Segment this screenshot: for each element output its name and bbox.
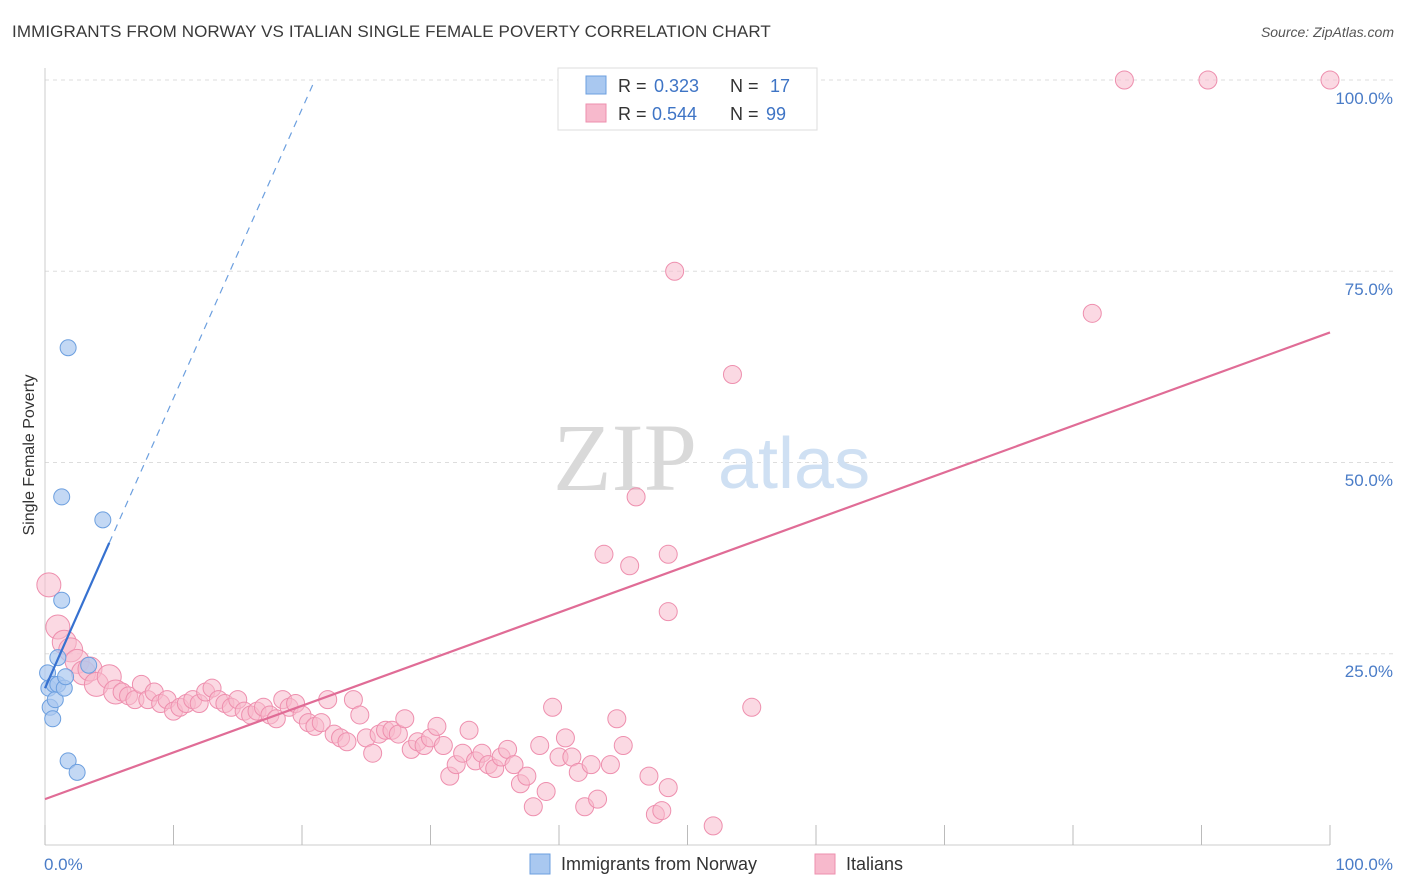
italian-point <box>588 789 608 809</box>
legend-norway-n-value: 17 <box>770 76 790 96</box>
x-tick-label-100: 100.0% <box>1335 855 1393 874</box>
norway-point <box>94 511 112 529</box>
watermark-zip: ZIP <box>553 404 697 511</box>
italian-point <box>703 816 723 836</box>
legend-italian-n-label: N = <box>730 104 759 124</box>
italian-point <box>350 705 370 725</box>
italian-point <box>523 797 543 817</box>
italian-point <box>36 572 62 598</box>
italian-point <box>311 713 331 733</box>
legend-swatch-italian <box>585 103 607 123</box>
italian-point <box>504 755 524 775</box>
norway-point <box>68 763 86 781</box>
italian-point <box>722 365 742 385</box>
italian-point <box>665 261 685 281</box>
norway-point <box>80 656 98 674</box>
legend-norway-r-label: R = <box>618 76 647 96</box>
norway-point <box>53 488 71 506</box>
italian-point <box>1082 303 1102 323</box>
italian-point <box>581 755 601 775</box>
italian-point <box>555 728 575 748</box>
italian-point <box>395 709 415 729</box>
norway-points <box>39 339 112 781</box>
bottom-legend-norway-label: Immigrants from Norway <box>561 854 757 874</box>
norway-point <box>59 752 77 770</box>
legend-swatch-norway <box>585 75 607 95</box>
italian-point <box>1198 70 1218 90</box>
italian-point <box>459 720 479 740</box>
gridlines <box>45 79 1395 655</box>
norway-trendline <box>43 542 111 689</box>
bottom-legend: Immigrants from Norway Italians <box>529 853 903 875</box>
italian-point <box>658 602 678 622</box>
italian-point <box>536 781 556 801</box>
chart-title: IMMIGRANTS FROM NORWAY VS ITALIAN SINGLE… <box>12 22 771 41</box>
norway-point <box>59 339 77 357</box>
italian-point <box>658 778 678 798</box>
italian-point <box>1320 70 1340 90</box>
italian-point <box>427 716 447 736</box>
norway-point <box>44 710 62 728</box>
italian-point <box>607 709 627 729</box>
italian-point <box>594 544 614 564</box>
italian-point <box>639 766 659 786</box>
italian-point <box>620 556 640 576</box>
italian-point <box>600 755 620 775</box>
legend-italian-n-value: 99 <box>766 104 786 124</box>
bottom-legend-swatch-norway <box>529 853 551 875</box>
legend: R = 0.323 N = 17 R = 0.544 N = 99 <box>557 67 818 131</box>
italian-point <box>613 736 633 756</box>
source-label: Source: ZipAtlas.com <box>1260 24 1394 40</box>
italian-point <box>626 487 646 507</box>
norway-point <box>53 591 71 609</box>
y-tick-label-100: 100.0% <box>1335 89 1393 108</box>
legend-norway-r-value: 0.323 <box>654 76 699 96</box>
italian-point <box>363 743 383 763</box>
watermark: ZIP atlas <box>553 404 870 511</box>
trendlines <box>43 79 1331 801</box>
italian-trendline <box>44 331 1331 801</box>
y-tick-label-50: 50.0% <box>1345 471 1393 490</box>
legend-italian-r-label: R = <box>618 104 647 124</box>
norway-trendline-extension <box>108 79 316 544</box>
italian-point <box>517 766 537 786</box>
italian-point <box>658 544 678 564</box>
bottom-legend-swatch-italian <box>814 853 836 875</box>
watermark-atlas: atlas <box>718 424 870 504</box>
y-tick-label-75: 75.0% <box>1345 280 1393 299</box>
italian-point <box>543 697 563 717</box>
italian-point <box>1114 70 1134 90</box>
italian-point <box>433 736 453 756</box>
legend-norway-n-label: N = <box>730 76 759 96</box>
y-axis-label: Single Female Poverty <box>21 375 38 536</box>
x-tick-label-0: 0.0% <box>44 855 83 874</box>
italian-point <box>337 732 357 752</box>
italian-point <box>652 801 672 821</box>
x-ticks <box>44 825 1331 845</box>
norway-point <box>57 668 75 686</box>
bottom-legend-italian-label: Italians <box>846 854 903 874</box>
italian-point <box>742 697 762 717</box>
italian-point <box>530 736 550 756</box>
y-tick-label-25: 25.0% <box>1345 662 1393 681</box>
legend-italian-r-value: 0.544 <box>652 104 697 124</box>
